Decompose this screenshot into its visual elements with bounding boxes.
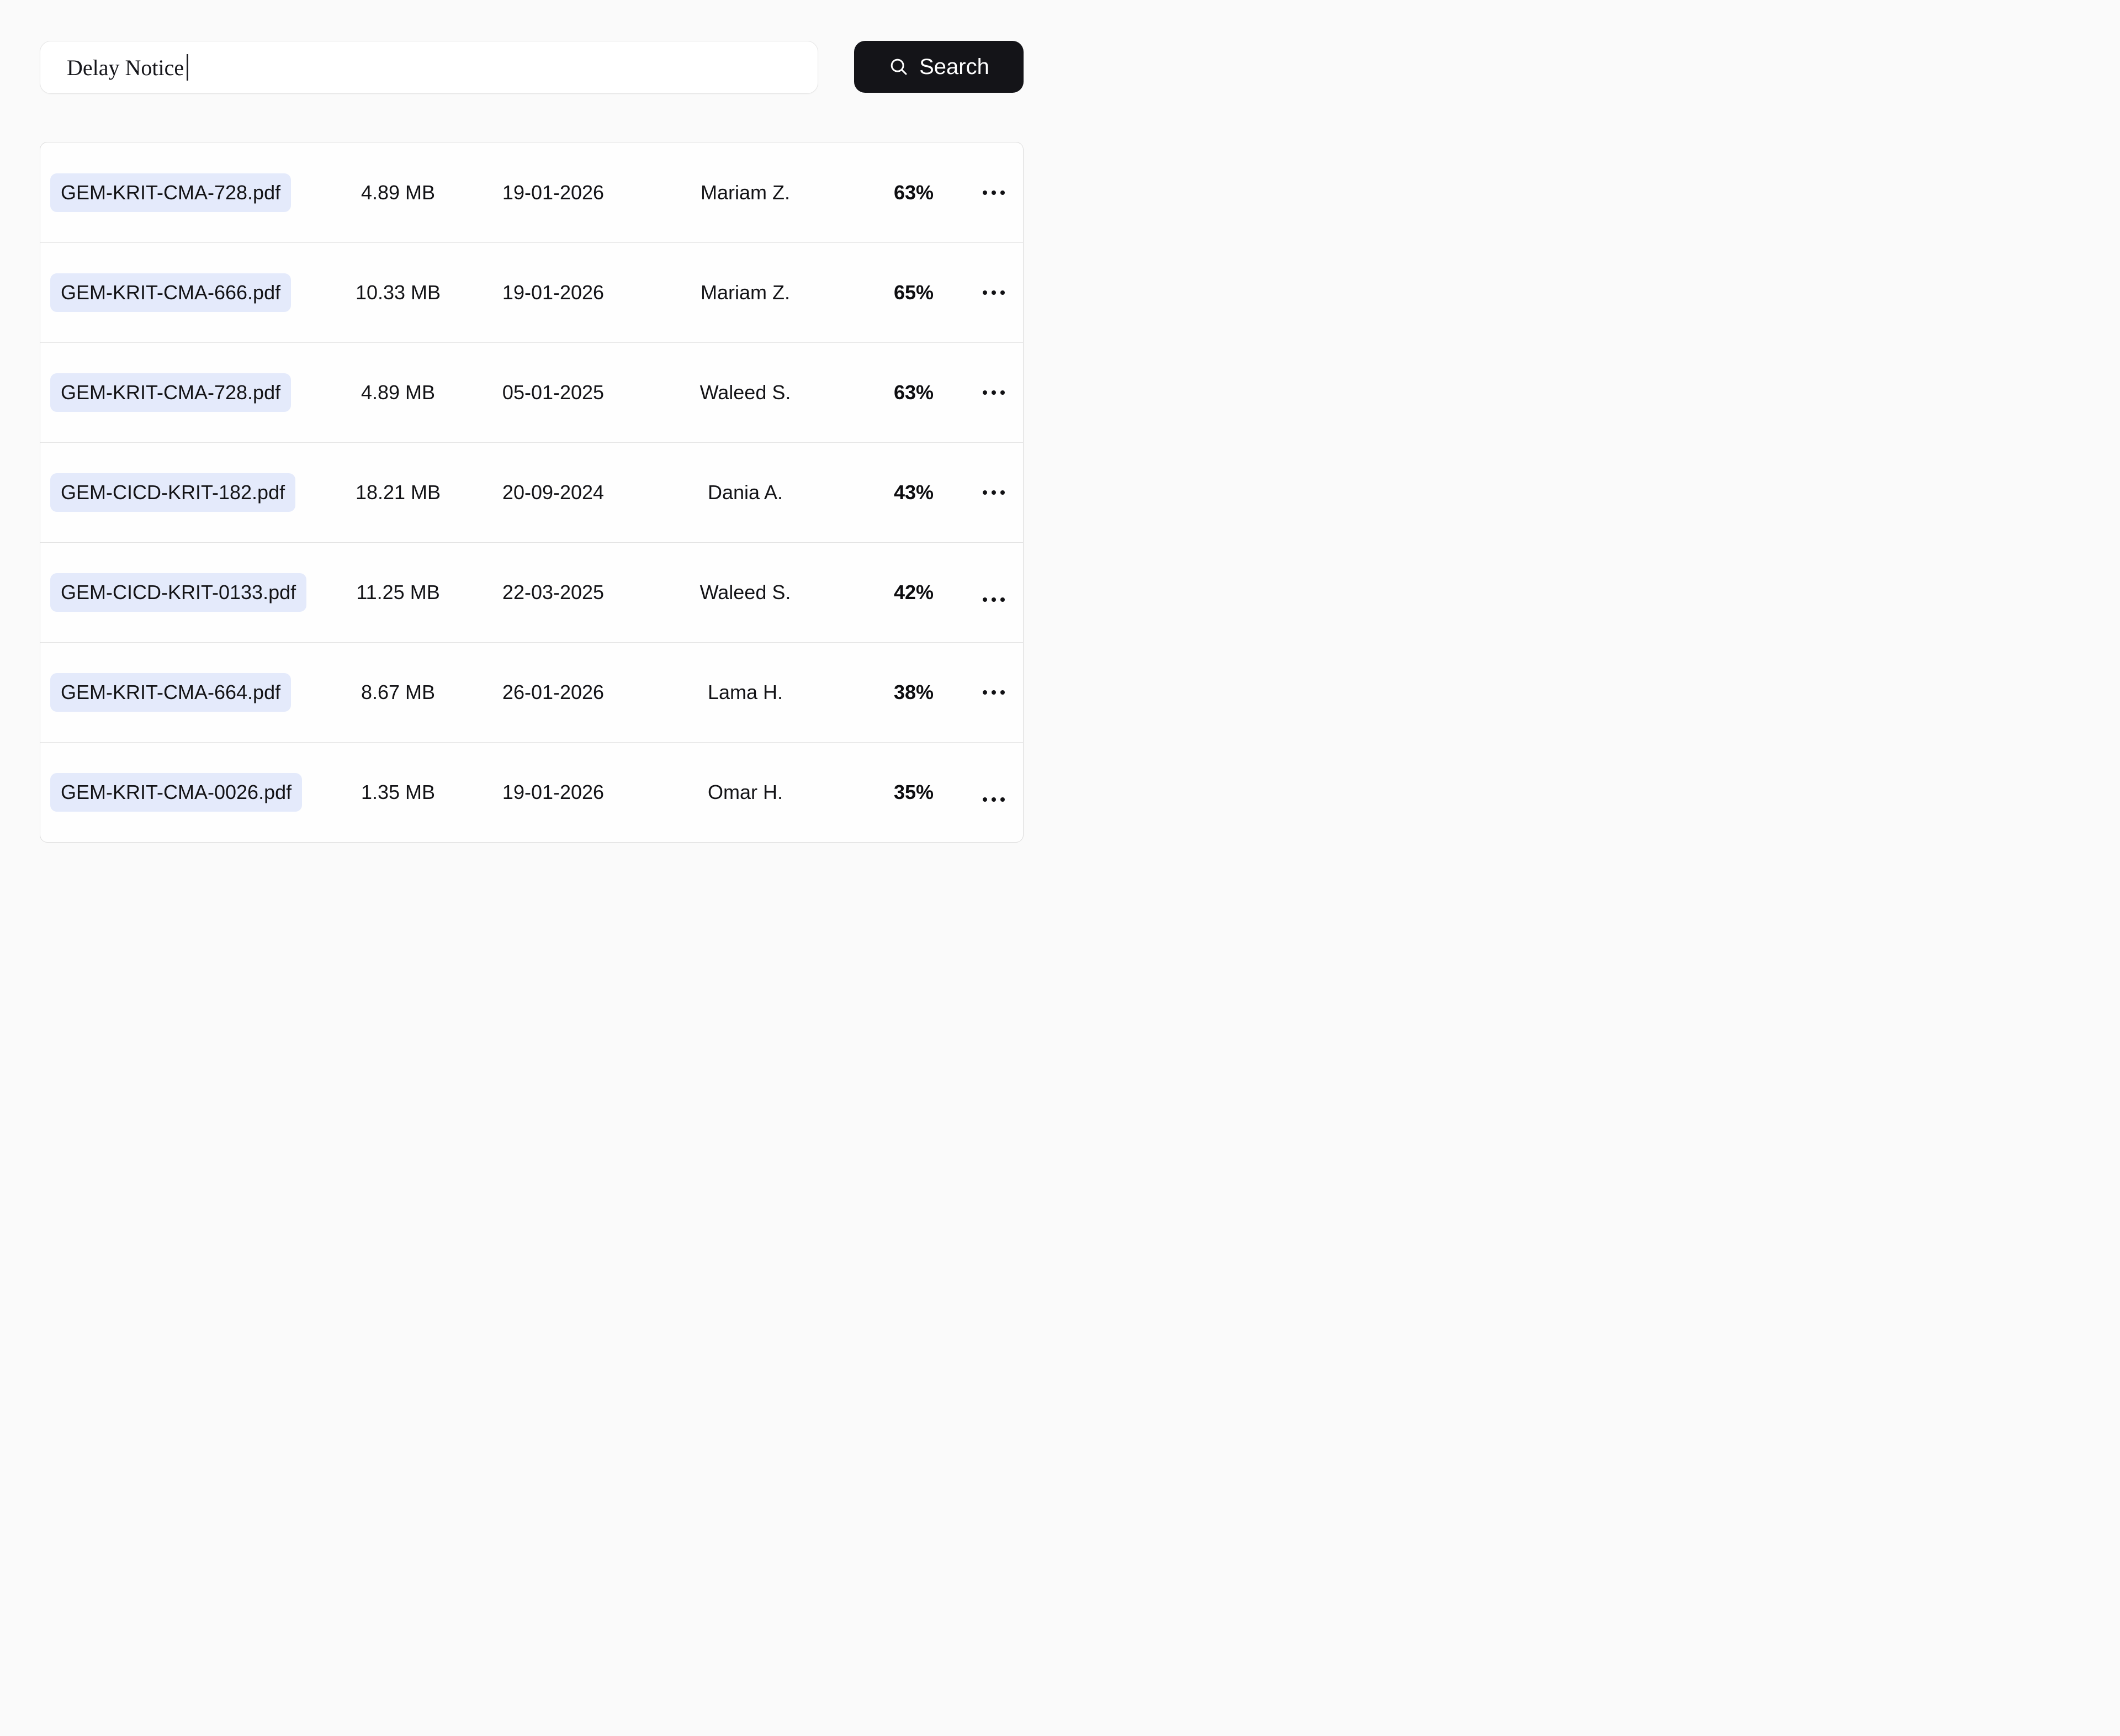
match-percent: 63% [893,181,934,204]
row-menu-button[interactable] [979,185,1008,200]
file-name-cell: GEM-KRIT-CMA-666.pdf [40,273,327,312]
table-row[interactable]: GEM-KRIT-CMA-666.pdf 10.33 MB 19-01-2026… [40,242,1023,342]
file-date: 20-09-2024 [502,481,605,504]
search-icon [888,56,909,77]
file-name-pill[interactable]: GEM-CICD-KRIT-0133.pdf [50,573,307,612]
file-date: 22-03-2025 [502,581,605,604]
search-input[interactable]: Delay Notice [40,41,818,94]
file-name-pill[interactable]: GEM-KRIT-CMA-728.pdf [50,173,292,212]
ellipsis-icon [983,797,987,802]
row-menu-cell [974,585,1023,602]
file-owner: Mariam Z. [701,181,790,204]
file-date: 26-01-2026 [502,681,605,703]
text-cursor [187,54,189,81]
row-menu-button[interactable] [979,485,1008,500]
match-percent: 42% [893,581,934,604]
file-size: 4.89 MB [361,381,436,404]
ellipsis-icon [983,390,987,395]
file-name-cell: GEM-KRIT-CMA-728.pdf [40,373,327,412]
table-row[interactable]: GEM-KRIT-CMA-728.pdf 4.89 MB 19-01-2026 … [40,142,1023,242]
file-name-cell: GEM-KRIT-CMA-0026.pdf [40,773,327,812]
ellipsis-icon [983,190,987,195]
match-percent: 43% [893,481,934,504]
file-date: 19-01-2026 [502,781,605,803]
file-size: 4.89 MB [361,181,436,204]
file-owner: Mariam Z. [701,281,790,304]
ellipsis-icon [983,490,987,495]
table-row[interactable]: GEM-KRIT-CMA-664.pdf 8.67 MB 26-01-2026 … [40,642,1023,742]
file-size: 18.21 MB [355,481,441,504]
table-row[interactable]: GEM-KRIT-CMA-728.pdf 4.89 MB 05-01-2025 … [40,342,1023,442]
row-menu-cell [974,785,1023,802]
file-name-pill[interactable]: GEM-KRIT-CMA-728.pdf [50,373,292,412]
ellipsis-icon [983,597,987,602]
ellipsis-icon [983,690,987,695]
search-button[interactable]: Search [854,41,1024,93]
file-results-table: GEM-KRIT-CMA-728.pdf 4.89 MB 19-01-2026 … [40,142,1024,843]
file-size: 8.67 MB [361,681,436,703]
file-owner: Omar H. [707,781,783,803]
match-percent: 63% [893,381,934,404]
row-menu-cell [974,485,1023,500]
file-name-pill[interactable]: GEM-KRIT-CMA-0026.pdf [50,773,303,812]
file-owner: Waleed S. [699,381,791,404]
match-percent: 38% [893,681,934,703]
row-menu-button[interactable] [979,285,1008,300]
file-owner: Waleed S. [699,581,791,604]
row-menu-button[interactable] [979,792,1008,807]
file-name-pill[interactable]: GEM-CICD-KRIT-182.pdf [50,473,296,512]
table-row[interactable]: GEM-KRIT-CMA-0026.pdf 1.35 MB 19-01-2026… [40,742,1023,842]
file-date: 19-01-2026 [502,181,605,204]
file-size: 10.33 MB [355,281,441,304]
row-menu-cell [974,385,1023,400]
file-owner: Lama H. [707,681,783,703]
row-menu-button[interactable] [979,592,1008,607]
table-row[interactable]: GEM-CICD-KRIT-182.pdf 18.21 MB 20-09-202… [40,442,1023,542]
file-name-cell: GEM-KRIT-CMA-728.pdf [40,173,327,212]
file-size: 11.25 MB [356,581,440,604]
file-name-cell: GEM-CICD-KRIT-182.pdf [40,473,327,512]
file-owner: Dania A. [707,481,783,504]
match-percent: 65% [893,281,934,304]
row-menu-cell [974,285,1023,300]
file-date: 19-01-2026 [502,281,605,304]
row-menu-cell [974,685,1023,700]
file-size: 1.35 MB [361,781,436,803]
search-button-label: Search [919,54,989,79]
page: Delay Notice Search GEM-KRIT-CMA-728.pdf… [0,0,1060,843]
row-menu-button[interactable] [979,685,1008,700]
ellipsis-icon [983,290,987,295]
search-query-text: Delay Notice [67,55,184,80]
table-row[interactable]: GEM-CICD-KRIT-0133.pdf 11.25 MB 22-03-20… [40,542,1023,642]
file-name-pill[interactable]: GEM-KRIT-CMA-664.pdf [50,673,292,712]
file-name-cell: GEM-CICD-KRIT-0133.pdf [40,573,327,612]
file-date: 05-01-2025 [502,381,605,404]
match-percent: 35% [893,781,934,803]
file-name-pill[interactable]: GEM-KRIT-CMA-666.pdf [50,273,292,312]
file-name-cell: GEM-KRIT-CMA-664.pdf [40,673,327,712]
search-bar: Delay Notice Search [40,41,1024,94]
row-menu-button[interactable] [979,385,1008,400]
row-menu-cell [974,185,1023,200]
